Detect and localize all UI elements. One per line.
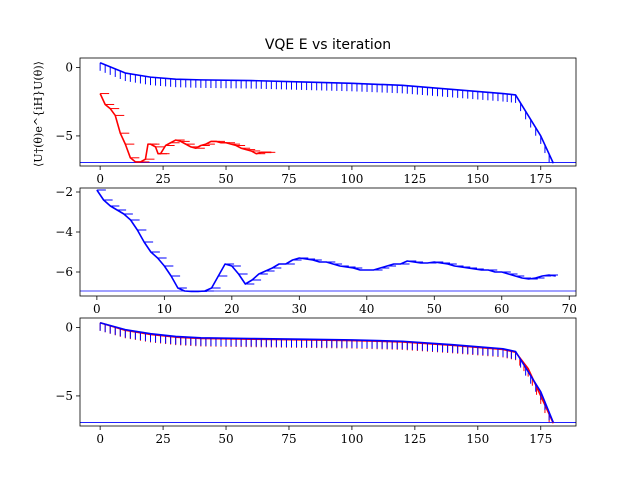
y-tick-label: −5 (55, 389, 73, 403)
x-tick-label: 25 (155, 172, 170, 186)
y-tick-label: −5 (55, 129, 73, 143)
x-tick-label: 25 (155, 432, 170, 446)
top-panel: 0 25 50 75 100 125 150 175 0 −5 (55, 57, 577, 186)
x-tick-label: 70 (562, 302, 577, 316)
x-tick-label: 50 (218, 172, 233, 186)
y-axis-label: ⟨U†(θ)e^{iH}U(θ)⟩ (32, 61, 45, 167)
x-tick-label: 125 (403, 432, 426, 446)
x-tick-label: 40 (359, 302, 374, 316)
series-line (99, 62, 555, 164)
y-tick-label: −6 (55, 265, 73, 279)
x-tick-label: 150 (466, 172, 489, 186)
y-tick-label: 0 (65, 321, 73, 335)
x-tick-label: 75 (281, 432, 296, 446)
x-tick-label: 75 (281, 172, 296, 186)
x-tick-label: 150 (466, 432, 489, 446)
x-tick-label: 50 (218, 432, 233, 446)
x-tick-label: 0 (93, 302, 101, 316)
series-line (99, 322, 555, 424)
x-tick-label: 100 (340, 172, 363, 186)
x-tick-label: 30 (292, 302, 307, 316)
y-tick-label: 0 (65, 61, 73, 75)
x-tick-label: 175 (529, 172, 552, 186)
chart-title: VQE E vs iteration (265, 37, 391, 53)
axes-frame (79, 317, 577, 427)
x-tick-label: 0 (96, 172, 104, 186)
x-tick-label: 10 (157, 302, 172, 316)
middle-panel: 0 10 20 30 40 50 60 70 −2 −4 −6 (55, 185, 577, 316)
y-tick-label: −2 (55, 185, 73, 199)
x-tick-label: 0 (96, 432, 104, 446)
x-tick-label: 50 (427, 302, 442, 316)
bottom-panel: 0 25 50 75 100 125 150 175 0 −5 (55, 317, 577, 446)
x-tick-label: 175 (529, 432, 552, 446)
axes-frame (79, 57, 577, 167)
y-tick-label: −4 (55, 225, 73, 239)
axes-frame (79, 187, 577, 297)
series-line (96, 189, 556, 293)
x-tick-label: 60 (494, 302, 509, 316)
x-tick-label: 100 (340, 432, 363, 446)
series-line (99, 322, 555, 423)
series-line (99, 93, 272, 163)
x-tick-label: 20 (224, 302, 239, 316)
x-tick-label: 125 (403, 172, 426, 186)
